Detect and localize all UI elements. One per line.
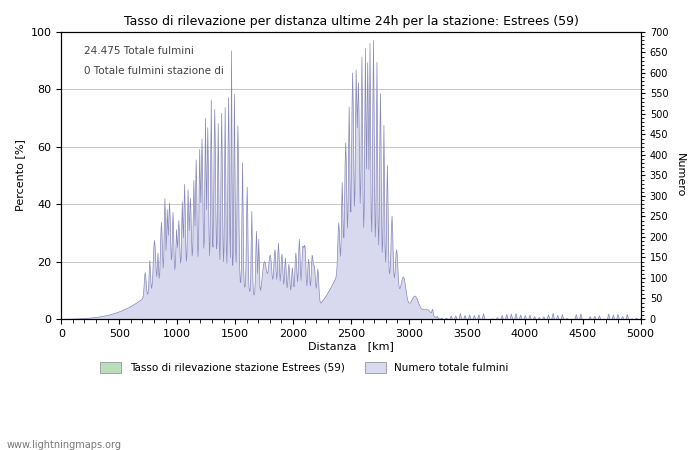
X-axis label: Distanza [km]: Distanza [km] [308, 342, 394, 351]
Text: 0 Totale fulmini stazione di: 0 Totale fulmini stazione di [85, 67, 224, 76]
Y-axis label: Percento [%]: Percento [%] [15, 140, 25, 212]
Legend: Tasso di rilevazione stazione Estrees (59), Numero totale fulmini: Tasso di rilevazione stazione Estrees (5… [97, 358, 513, 377]
Text: 24.475 Totale fulmini: 24.475 Totale fulmini [85, 46, 195, 56]
Text: www.lightningmaps.org: www.lightningmaps.org [7, 440, 122, 450]
Y-axis label: Numero: Numero [675, 153, 685, 198]
Title: Tasso di rilevazione per distanza ultime 24h per la stazione: Estrees (59): Tasso di rilevazione per distanza ultime… [123, 15, 578, 28]
